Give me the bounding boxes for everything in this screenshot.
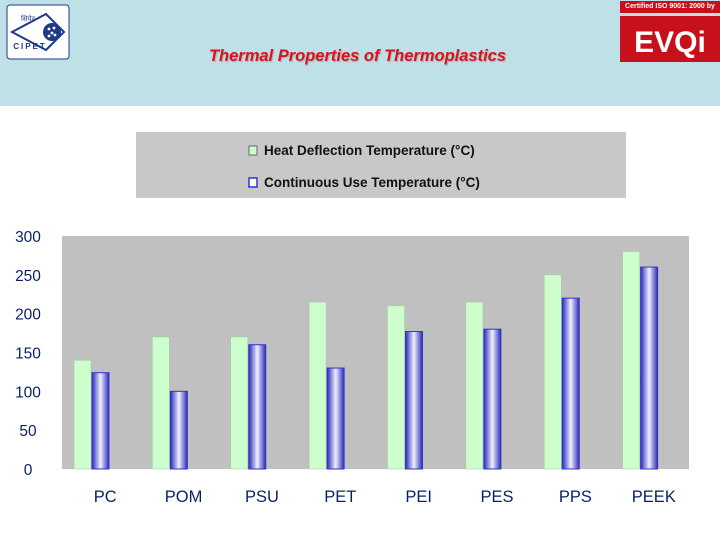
bar-heat-deflection — [230, 336, 248, 470]
bar-continuous-use — [91, 372, 110, 470]
bar-continuous-use — [640, 266, 659, 470]
bar-continuous-use — [169, 390, 188, 470]
x-tick-label: PEEK — [632, 488, 676, 506]
bar-continuous-use — [483, 328, 502, 470]
legend-box — [136, 132, 626, 198]
y-tick-label: 100 — [15, 384, 41, 401]
slide-header: सिपेट CIPET Thermal Properties of Thermo… — [0, 0, 720, 106]
bar-heat-deflection — [308, 301, 327, 470]
bar-heat-deflection — [152, 336, 170, 470]
x-tick-label: PC — [94, 488, 117, 506]
bar-heat-deflection — [465, 301, 484, 470]
x-tick-label: PES — [481, 488, 514, 506]
x-tick-label: PET — [324, 488, 356, 506]
page-title: Thermal Properties of Thermoplastics — [208, 47, 507, 65]
legend-label-series-1: Heat Deflection Temperature (°C) — [264, 143, 475, 158]
evqi-logo: EVQi — [620, 16, 720, 62]
x-tick-label: PPS — [559, 488, 592, 506]
legend-swatch-series-2 — [248, 177, 258, 188]
bar-chart: Heat Deflection Temperature (°C) Continuo… — [15, 132, 689, 506]
bar-heat-deflection — [622, 251, 640, 470]
legend: Heat Deflection Temperature (°C) Continuo… — [248, 143, 480, 190]
y-tick-label: 50 — [19, 423, 37, 440]
certification-badge: Certified ISO 9001: 2000 by EVQi — [620, 0, 720, 62]
legend-swatch-series-1 — [248, 145, 258, 156]
logo-left-bottom-text: CIPET — [13, 42, 47, 51]
x-tick-label: POM — [165, 488, 203, 506]
bar-continuous-use — [561, 297, 580, 470]
bar-heat-deflection — [544, 274, 562, 470]
bar-heat-deflection — [387, 305, 405, 470]
y-tick-label: 300 — [15, 229, 41, 246]
bar-continuous-use — [248, 344, 267, 470]
y-tick-label: 200 — [15, 307, 41, 324]
x-axis: PC POM PSU PET PEI PES PPS PEEK — [94, 488, 676, 506]
cipet-logo: सिपेट CIPET — [6, 4, 70, 60]
cert-text: Certified ISO 9001: 2000 by — [620, 1, 720, 13]
x-tick-label: PSU — [245, 488, 279, 506]
logo-left-top-text: सिपेट — [21, 14, 36, 23]
y-tick-label: 0 — [24, 462, 33, 479]
y-tick-label: 150 — [15, 346, 41, 363]
legend-label-series-2: Continuous Use Temperature (°C) — [264, 175, 480, 190]
y-tick-label: 250 — [15, 268, 41, 285]
y-axis: 300 250 200 150 100 50 0 — [15, 229, 41, 479]
bar-heat-deflection — [73, 360, 92, 470]
x-tick-label: PEI — [405, 488, 432, 506]
evqi-logo-text: EVQi — [634, 26, 706, 59]
bars — [73, 251, 659, 470]
bar-continuous-use — [405, 331, 423, 470]
bar-continuous-use — [326, 367, 345, 470]
